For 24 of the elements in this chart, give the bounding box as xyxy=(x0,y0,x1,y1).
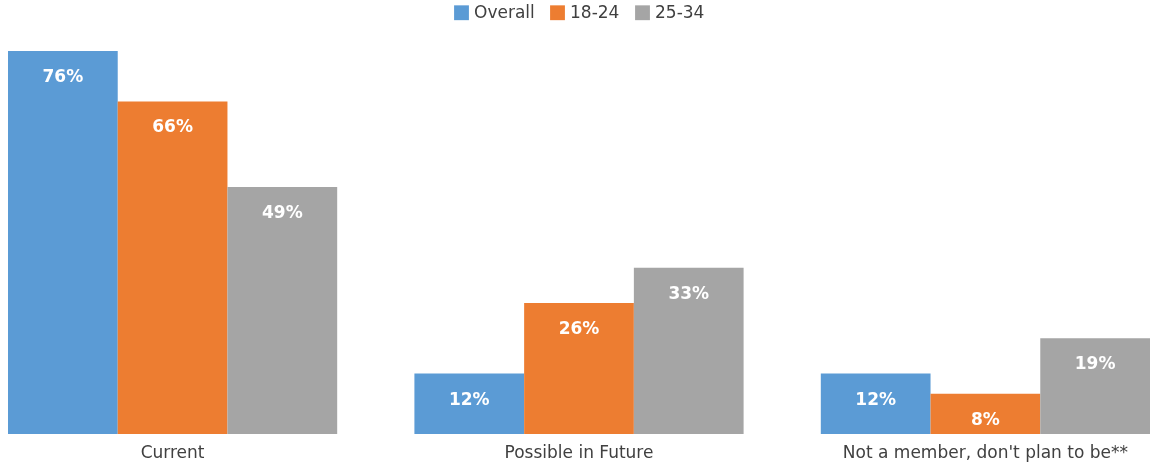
data-label: 19% xyxy=(1074,353,1116,374)
legend-label: Overall xyxy=(474,1,535,22)
data-label: 26% xyxy=(558,317,600,338)
bar xyxy=(930,393,1041,434)
data-label: 8% xyxy=(970,408,1000,429)
data-label: 76% xyxy=(42,66,84,86)
data-label: 66% xyxy=(152,116,193,137)
bar xyxy=(117,101,228,434)
bar xyxy=(820,373,931,434)
data-label: 12% xyxy=(448,388,490,409)
bar xyxy=(414,373,525,434)
legend-label: 25-34 xyxy=(655,1,705,22)
x-tick-label: Possible in Future xyxy=(504,441,654,462)
bar xyxy=(1040,338,1150,434)
data-label: 12% xyxy=(855,388,897,409)
x-tick-label: Not a member, don't plan to be** xyxy=(842,441,1128,462)
bar xyxy=(227,187,338,434)
bar xyxy=(524,302,634,434)
data-label: 33% xyxy=(668,282,710,303)
x-tick-label: Current xyxy=(140,441,205,462)
bar xyxy=(633,267,744,434)
legend-label: 18-24 xyxy=(570,1,620,22)
data-label: 49% xyxy=(261,202,303,223)
bar xyxy=(8,51,118,434)
